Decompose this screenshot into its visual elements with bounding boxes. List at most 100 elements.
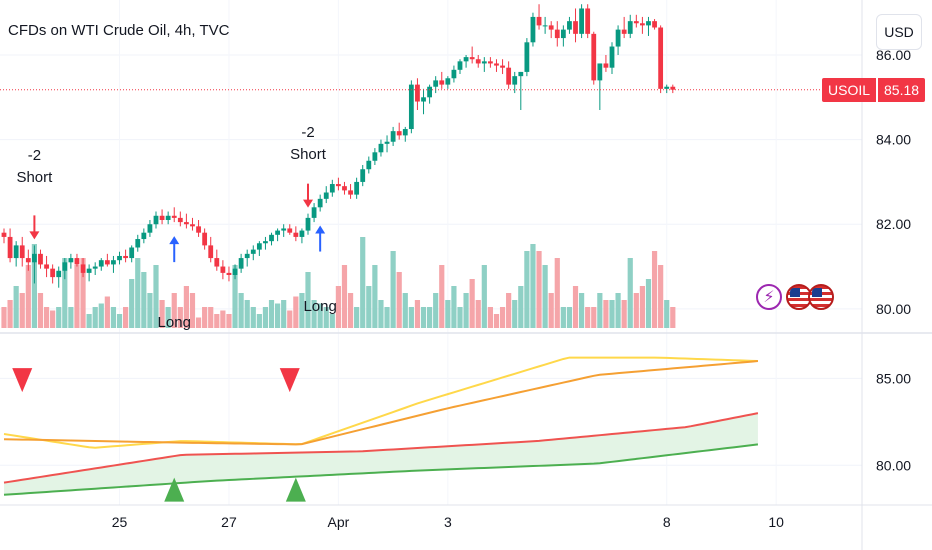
volume-bar <box>487 307 493 328</box>
candle-body <box>585 8 591 34</box>
volume-bar <box>560 307 566 328</box>
candle-body <box>658 27 664 89</box>
candle-body <box>329 184 335 193</box>
candle-body <box>506 67 512 85</box>
volume-bar <box>232 265 238 328</box>
volume-bar <box>141 272 147 328</box>
candle-body <box>269 234 274 242</box>
volume-bar <box>80 258 86 328</box>
volume-bar <box>542 265 548 328</box>
candle-body <box>171 215 177 218</box>
volume-bar <box>299 293 305 328</box>
y-tick-label: 80.00 <box>876 457 911 473</box>
volume-bar <box>116 314 123 328</box>
y-tick-label: 82.00 <box>876 216 911 232</box>
volume-bar <box>92 307 98 328</box>
volume-bar <box>86 314 92 328</box>
volume-bar <box>396 272 402 328</box>
candle-body <box>287 228 293 233</box>
indicator-line <box>3 360 759 446</box>
annotation-line: Long <box>157 314 191 331</box>
volume-bar <box>579 293 585 328</box>
volume-bar <box>183 286 189 328</box>
candle-body <box>554 29 560 39</box>
volume-bar <box>189 293 196 328</box>
candle-body <box>147 224 153 233</box>
volume-bar <box>384 307 390 328</box>
candle-body <box>664 86 670 89</box>
volume-bar <box>275 303 281 328</box>
volume-bar <box>603 300 609 328</box>
volume-bar <box>530 244 536 328</box>
annotation-line: -2 <box>27 147 42 164</box>
candle-body <box>518 71 524 77</box>
volume-bar <box>56 307 62 328</box>
short-arrow-head <box>29 231 40 240</box>
volume-bar <box>226 314 232 328</box>
candle-body <box>457 61 463 70</box>
candle-body <box>281 228 287 231</box>
volume-bar <box>43 307 50 328</box>
volume-bar <box>493 314 500 328</box>
volume-bar <box>408 307 414 328</box>
bolt-icon[interactable]: ⚡ <box>756 284 782 310</box>
volume-bar <box>475 300 481 328</box>
volume-bar <box>281 300 287 328</box>
volume-bar <box>335 286 341 328</box>
candle-body <box>573 21 578 34</box>
candle-body <box>62 262 68 271</box>
x-tick-label: 27 <box>221 514 237 530</box>
volume-bar <box>402 293 408 328</box>
volume-bar <box>572 286 579 328</box>
volume-bar <box>445 300 451 328</box>
volume-bar <box>372 265 378 328</box>
volume-bar <box>360 237 366 328</box>
candle-body <box>123 255 128 259</box>
volume-bar <box>1 307 7 328</box>
candle-body <box>463 57 469 62</box>
volume-bar <box>329 314 335 328</box>
candle-body <box>396 131 402 136</box>
volume-bar <box>268 300 275 328</box>
candle-body <box>135 239 141 248</box>
y-tick-label: 84.00 <box>876 132 911 148</box>
candle-body <box>670 86 676 90</box>
volume-bar <box>50 310 56 328</box>
volume-bar <box>37 293 44 328</box>
indicator-band <box>4 413 758 495</box>
volume-bar <box>129 279 135 328</box>
candle-body <box>481 61 487 64</box>
volume-bar <box>664 300 670 328</box>
candle-body <box>80 264 86 273</box>
candle-body <box>530 16 536 43</box>
volume-bar <box>165 307 171 328</box>
candle-body <box>567 21 572 30</box>
candle-body <box>603 63 609 68</box>
x-tick-label: Apr <box>328 514 350 530</box>
us-flag-icon[interactable] <box>808 284 834 310</box>
candle-body <box>360 169 366 182</box>
volume-bar <box>469 279 475 328</box>
candle-body <box>512 76 518 85</box>
annotation-short-2: -2 Short <box>288 122 328 166</box>
volume-bar <box>621 300 627 328</box>
y-tick-label: 86.00 <box>876 47 911 63</box>
y-tick-label: 85.00 <box>876 370 911 386</box>
candle-body <box>244 253 250 259</box>
chart-title: CFDs on WTI Crude Oil, 4h, TVC <box>8 22 230 39</box>
volume-bar <box>566 307 573 328</box>
volume-bar <box>323 307 329 328</box>
candle-body <box>609 46 615 68</box>
long-arrow-head <box>169 236 180 245</box>
long-arrow-head <box>315 225 326 234</box>
volume-bar <box>420 307 427 328</box>
volume-bar <box>633 293 639 328</box>
volume-bar <box>658 265 664 328</box>
currency-button[interactable]: USD <box>876 14 922 50</box>
volume-bar <box>311 300 317 328</box>
candle-body <box>469 57 475 60</box>
candle-body <box>421 97 426 102</box>
volume-bar <box>524 251 530 328</box>
volume-bar <box>214 314 220 328</box>
